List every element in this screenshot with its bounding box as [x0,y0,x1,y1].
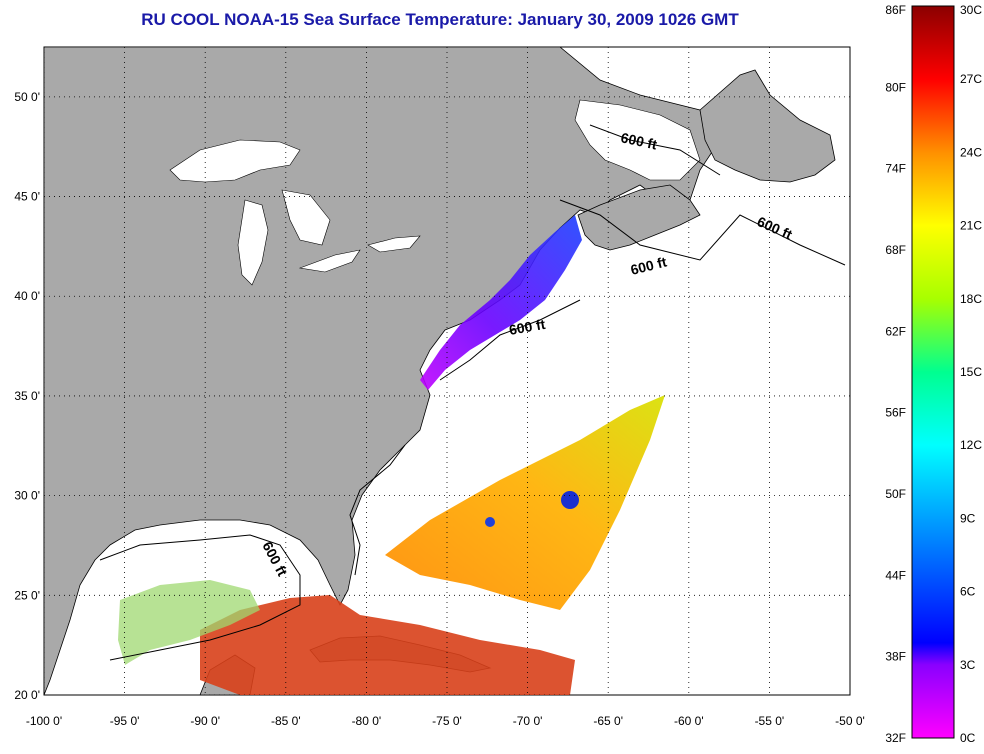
lon-tick-label: -80 0' [352,714,382,728]
lake-michigan [237,199,269,286]
contour-600ft [559,199,846,266]
water-gulf-st-lawrence [574,99,701,181]
lat-tick-label: 25 0' [14,588,40,602]
contour-label: 600 ft [619,129,658,152]
sst-warm-swath [385,395,665,610]
colorbar-f-label: 56F [885,406,906,420]
contour-600ft [589,124,721,176]
contour-label: 600 ft [508,316,547,338]
colorbar-c-label: 27C [960,72,982,86]
lat-tick-label: 40 0' [14,289,40,303]
colorbar-f-label: 86F [885,3,906,17]
lat-tick-label: 45 0' [14,190,40,204]
lake-superior [169,139,301,183]
colorbar-c-label: 30C [960,3,982,17]
sst-cold-shelf [420,215,582,390]
lat-tick-labels: 20 0' 25 0' 30 0' 35 0' 40 0' 45 0' 50 0' [14,90,40,702]
lat-tick-label: 50 0' [14,90,40,104]
lon-tick-label: -75 0' [432,714,462,728]
lon-tick-labels: -100 0' -95 0' -90 0' -85 0' -80 0' -75 0' -70… [26,714,865,728]
colorbar-f-label: 32F [885,731,906,745]
colorbar-c-label: 9C [960,511,976,525]
lon-tick-label: -85 0' [271,714,301,728]
sst-cold-eddy [561,491,579,509]
lon-tick-label: -65 0' [593,714,623,728]
sst-gulf-patchy [118,580,260,665]
colorbar-c-label: 0C [960,731,976,745]
colorbar-c-label: 24C [960,145,982,159]
colorbar-f-label: 74F [885,162,906,176]
colorbar-c-label: 18C [960,292,982,306]
lat-tick-label: 35 0' [14,389,40,403]
contour-600ft [99,534,301,661]
colorbar-fahrenheit-labels: 86F 80F 74F 68F 62F 56F 50F 44F 38F 32F [885,3,906,745]
contour-600ft [439,299,581,381]
lon-tick-label: -100 0' [26,714,62,728]
lon-tick-label: -95 0' [110,714,140,728]
contour-600ft [349,444,406,576]
lon-tick-label: -60 0' [674,714,704,728]
colorbar-c-label: 21C [960,219,982,233]
lon-tick-label: -70 0' [513,714,543,728]
land-maritimes [577,184,701,251]
lake-huron [281,189,331,246]
colorbar [911,5,955,739]
colorbar-f-label: 80F [885,80,906,94]
colorbar-f-label: 62F [885,324,906,338]
land-newfoundland [699,69,836,183]
lat-tick-label: 30 0' [14,489,40,503]
colorbar-f-label: 38F [885,650,906,664]
colorbar-c-label: 3C [960,658,976,672]
colorbar-f-label: 44F [885,568,906,582]
colorbar-f-label: 68F [885,243,906,257]
map-gridlines [43,47,851,696]
lon-tick-label: -50 0' [835,714,865,728]
lat-tick-label: 20 0' [14,688,40,702]
lake-ontario [367,235,421,253]
colorbar-c-label: 15C [960,365,982,379]
sst-hot-band [200,595,575,695]
lon-tick-label: -90 0' [190,714,220,728]
sst-cold-eddy [485,517,495,527]
lon-tick-label: -55 0' [755,714,785,728]
colorbar-c-label: 6C [960,585,976,599]
map-title: RU COOL NOAA-15 Sea Surface Temperature:… [141,10,739,29]
colorbar-f-label: 50F [885,487,906,501]
colorbar-celsius-labels: 30C 27C 24C 21C 18C 15C 12C 9C 6C 3C 0C [960,3,982,745]
colorbar-c-label: 12C [960,438,982,452]
lake-erie [298,249,361,273]
